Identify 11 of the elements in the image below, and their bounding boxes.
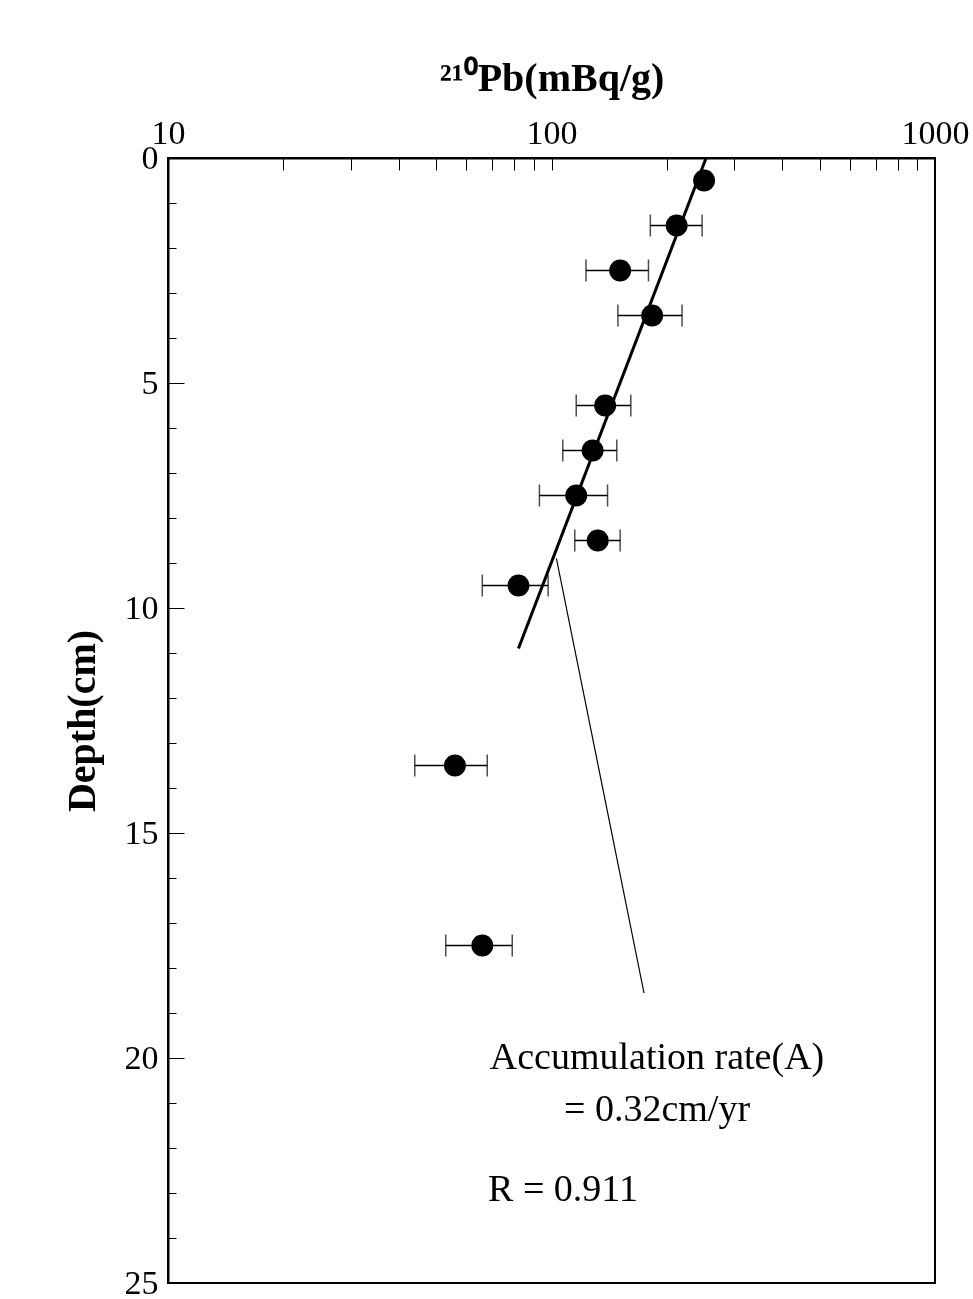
y-tick-label: 25 bbox=[124, 1263, 159, 1299]
y-tick-label: 20 bbox=[124, 1038, 159, 1076]
y-tick-label: 5 bbox=[141, 363, 159, 401]
annotation: R = 0.911 bbox=[488, 1167, 638, 1209]
annotation: Accumulation rate(A) = 0.32cm/yr bbox=[489, 1035, 825, 1129]
x-tick-label: 1000 bbox=[901, 113, 970, 151]
y-tick-label: 10 bbox=[124, 588, 159, 626]
y-axis-title: Depth(cm) bbox=[58, 629, 104, 813]
x-axis-title: ²¹⁰Pb(mBq/g) bbox=[439, 54, 665, 100]
x-tick-label: 100 bbox=[526, 113, 578, 151]
y-tick-label: 15 bbox=[124, 813, 159, 851]
